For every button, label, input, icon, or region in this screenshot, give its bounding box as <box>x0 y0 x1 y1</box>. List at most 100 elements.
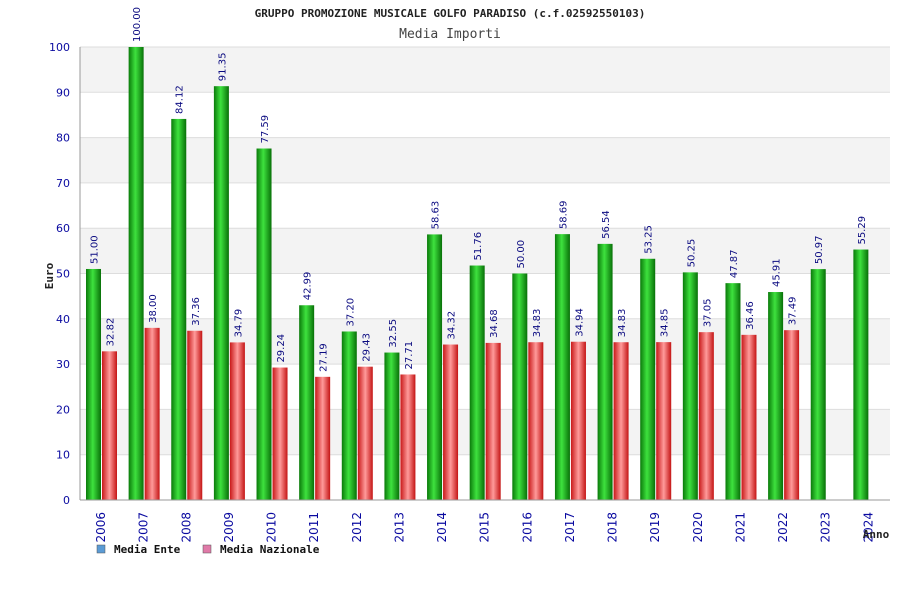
data-label-media-ente: 37.20 <box>345 298 356 327</box>
bar-media-nazionale <box>102 351 117 500</box>
data-label-media-nazionale: 34.85 <box>660 308 671 337</box>
chart-subtitle: Media Importi <box>399 27 501 42</box>
data-label-media-ente: 51.76 <box>473 232 484 261</box>
y-tick-label: 10 <box>56 449 70 462</box>
data-labels: 51.00 32.82 100.00 38.00 84.12 37.36 91.35 34.7… <box>90 7 868 372</box>
x-tick-label: 2018 <box>606 512 620 543</box>
bar-media-nazionale <box>315 376 331 500</box>
data-label-media-nazionale: 37.49 <box>788 297 799 326</box>
bar-media-nazionale <box>570 341 586 500</box>
y-tick-label: 0 <box>63 494 70 507</box>
bar-media-ente <box>853 249 869 500</box>
x-tick-label: 2016 <box>520 512 534 543</box>
bar-media-ente <box>554 234 570 501</box>
bar-media-ente <box>682 272 698 500</box>
legend-label-media-ente: Media Ente <box>114 543 181 556</box>
bar-media-ente <box>86 268 101 500</box>
data-label-media-nazionale: 38.00 <box>148 294 159 323</box>
data-label-media-ente: 91.35 <box>217 53 228 82</box>
plot-band <box>80 92 890 138</box>
bar-media-nazionale <box>357 366 373 500</box>
bar-media-ente <box>256 148 272 500</box>
legend: Media Ente Media Nazionale <box>96 543 320 556</box>
data-label-media-nazionale: 37.36 <box>191 297 202 326</box>
bar-media-ente <box>597 243 613 501</box>
x-axis-ticks: 2006 2007 2008 2009 2010 2011 2012 2013 2014 2015… <box>94 512 875 543</box>
y-tick-label: 100 <box>49 41 70 54</box>
data-label-media-ente: 77.59 <box>260 115 271 144</box>
x-tick-label: 2014 <box>435 512 449 543</box>
bar-media-nazionale <box>485 342 501 500</box>
y-axis-label: Euro <box>43 262 56 289</box>
bar-media-nazionale <box>272 367 288 500</box>
bar-media-nazionale <box>656 342 672 500</box>
bar-media-ente <box>171 118 187 500</box>
bar-media-nazionale <box>698 332 714 500</box>
bar-media-ente <box>768 292 784 500</box>
legend-swatch-media-nazionale <box>202 544 212 554</box>
bars <box>86 47 869 501</box>
bar-media-nazionale <box>187 330 203 500</box>
data-label-media-ente: 84.12 <box>175 85 186 114</box>
data-label-media-ente: 56.54 <box>601 210 612 239</box>
bar-media-ente <box>299 305 315 500</box>
data-label-media-ente: 100.00 <box>132 7 143 42</box>
data-label-media-nazionale: 27.71 <box>404 341 415 370</box>
bar-media-ente <box>512 273 528 500</box>
y-axis-ticks: 0 10 20 30 40 50 60 70 80 90 100 <box>49 41 70 507</box>
data-label-media-nazionale: 34.83 <box>532 309 543 338</box>
data-label-media-ente: 53.25 <box>644 225 655 254</box>
data-label-media-ente: 55.29 <box>857 216 868 245</box>
x-tick-label: 2006 <box>94 512 108 543</box>
plot-band <box>80 137 890 183</box>
data-label-media-ente: 50.97 <box>814 235 825 264</box>
bar-media-nazionale <box>144 327 160 500</box>
y-tick-label: 30 <box>56 358 70 371</box>
bar-media-nazionale <box>229 342 245 500</box>
legend-label-media-nazionale: Media Nazionale <box>220 543 320 556</box>
bar-media-nazionale <box>784 330 800 500</box>
bar-media-ente <box>725 283 741 500</box>
data-label-media-ente: 51.00 <box>90 235 101 264</box>
plot-band <box>80 182 890 229</box>
bar-media-nazionale <box>528 342 544 500</box>
data-label-media-ente: 50.25 <box>686 239 697 268</box>
data-label-media-ente: 50.00 <box>516 240 527 269</box>
legend-swatch-media-ente <box>96 544 106 554</box>
bar-media-ente <box>640 258 656 500</box>
x-tick-label: 2011 <box>307 512 321 543</box>
y-tick-label: 60 <box>56 222 70 235</box>
data-label-media-nazionale: 27.19 <box>319 343 330 372</box>
legend-item-media-nazionale[interactable]: Media Nazionale <box>202 543 320 556</box>
bar-media-nazionale <box>741 334 757 500</box>
bar-media-ente <box>341 331 357 500</box>
data-label-media-ente: 32.55 <box>388 319 399 348</box>
data-label-media-nazionale: 29.24 <box>276 334 287 363</box>
data-label-media-ente: 58.63 <box>431 201 442 230</box>
x-tick-label: 2017 <box>563 512 577 543</box>
data-label-media-ente: 58.69 <box>558 200 569 229</box>
bar-media-ente <box>427 234 443 500</box>
y-tick-label: 90 <box>56 86 70 99</box>
y-tick-label: 50 <box>56 268 70 281</box>
y-tick-label: 20 <box>56 403 70 416</box>
x-tick-label: 2019 <box>648 512 662 543</box>
plot-band <box>80 228 890 274</box>
x-tick-label: 2022 <box>776 512 790 543</box>
data-label-media-nazionale: 34.68 <box>489 309 500 338</box>
plot-band <box>80 47 890 93</box>
legend-item-media-ente[interactable]: Media Ente <box>96 543 181 556</box>
y-tick-label: 40 <box>56 313 70 326</box>
x-tick-label: 2010 <box>265 512 279 543</box>
x-tick-label: 2020 <box>691 512 705 543</box>
x-tick-label: 2012 <box>350 512 364 543</box>
x-tick-label: 2009 <box>222 512 236 543</box>
data-label-media-ente: 45.91 <box>772 258 783 287</box>
x-tick-label: 2008 <box>179 512 193 543</box>
bar-media-ente <box>384 352 400 500</box>
x-tick-label: 2024 <box>861 512 875 543</box>
bar-media-ente <box>810 269 826 500</box>
x-tick-label: 2015 <box>478 512 492 543</box>
bar-media-nazionale <box>443 344 459 500</box>
